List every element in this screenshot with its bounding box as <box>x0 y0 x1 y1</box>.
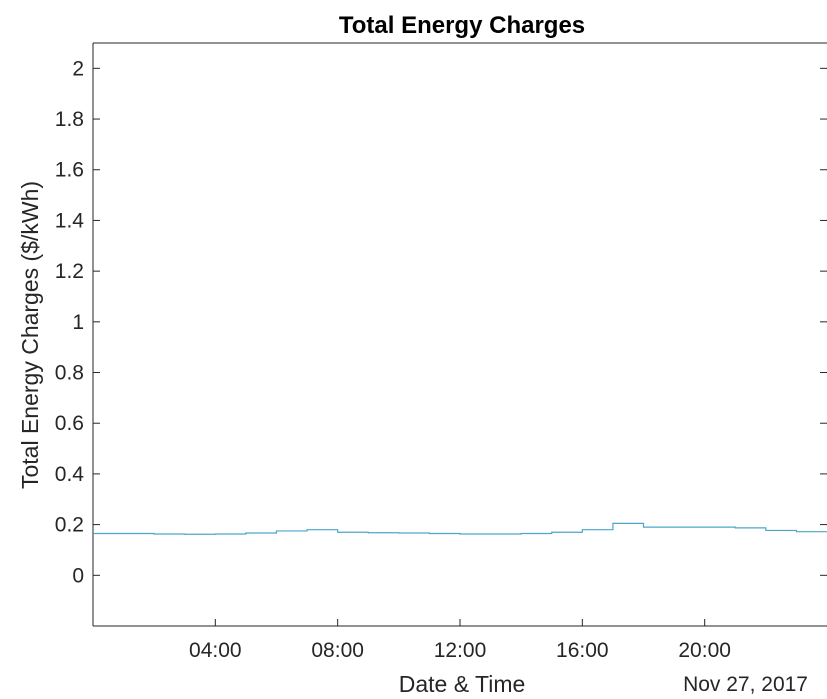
y-tick-label: 0.8 <box>55 362 84 385</box>
x-axis-label: Date & Time <box>399 671 526 697</box>
chart-title: Total Energy Charges <box>339 12 585 39</box>
y-tick-label: 0.4 <box>55 463 85 486</box>
x-ticks: 04:00 08:00 12:00 16:00 20:00 <box>189 619 731 662</box>
x-tick-label: 20:00 <box>678 639 731 662</box>
y-tick-label: 1.8 <box>55 108 84 131</box>
x-tick-label: 04:00 <box>189 639 242 662</box>
y-tick-label: 1.4 <box>55 209 85 232</box>
y-tick-label: 1.2 <box>55 260 84 283</box>
y-tick-label: 2 <box>72 57 84 80</box>
x-tick-label: 16:00 <box>556 639 609 662</box>
date-label: Nov 27, 2017 <box>683 673 808 696</box>
plot-area <box>93 43 827 626</box>
y-axis-label: Total Energy Charges ($/kWh) <box>17 181 43 489</box>
y-tick-label: 1.6 <box>55 159 84 182</box>
y-tick-label: 0.6 <box>55 412 84 435</box>
y-tick-label: 1 <box>72 311 84 334</box>
x-tick-label: 08:00 <box>311 639 364 662</box>
y-tick-label: 0.2 <box>55 514 84 537</box>
y-ticks: 0 0.2 0.4 0.6 0.8 1 1.2 1.4 1.6 1.8 2 <box>55 57 827 587</box>
x-tick-label: 12:00 <box>434 639 487 662</box>
y-tick-label: 0 <box>72 564 84 587</box>
series-line <box>93 522 827 535</box>
